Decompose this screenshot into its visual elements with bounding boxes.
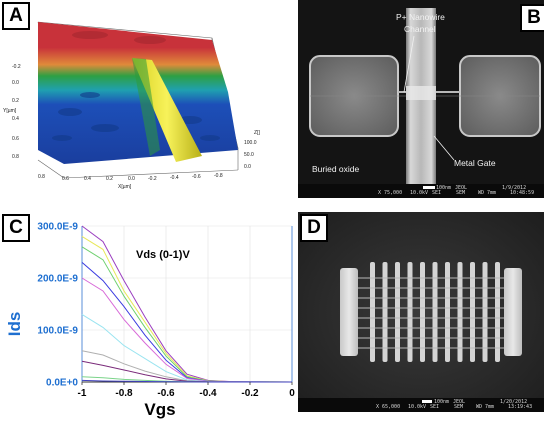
x-tick-label: -0.2: [241, 388, 259, 399]
sem-device-image: P+ Nanowire Channel Buried oxide Metal G…: [298, 0, 544, 198]
sem-vendor: JEOL: [455, 185, 468, 191]
series-line: [81, 262, 292, 383]
chart-annotation: Vds (0-1)V: [136, 249, 190, 261]
panel-a-tag: A: [2, 2, 30, 30]
gate-finger: [470, 262, 475, 362]
afm-y-tick: 0.2: [12, 98, 19, 104]
series-line: [81, 313, 292, 383]
afm-z-tick: 0.0: [244, 164, 251, 170]
panel-c-transfer-chart: C -1 -0.8 -0.6 -0.4 -0.2 0 0.0E+0 100.0E-9 200.0…: [0, 212, 298, 424]
chart-ticks: -1 -0.8 -0.6 -0.4 -0.2 0 0.0E+0 100.0E-9 200.0E-…: [37, 222, 295, 400]
afm-x-tick: 0.0: [128, 176, 135, 182]
gate-finger: [382, 262, 388, 362]
gate-finger: [432, 262, 438, 362]
panel-d-tag: D: [300, 214, 328, 242]
afm-z-axis-label: Z[]: [254, 130, 260, 136]
scale-bar: [422, 400, 432, 403]
sem-time: 13:19:43: [508, 404, 533, 410]
ids-vgs-chart: -1 -0.8 -0.6 -0.4 -0.2 0 0.0E+0 100.0E-9 200.0E-…: [5, 222, 295, 420]
panel-b-sem-device: P+ Nanowire Channel Buried oxide Metal G…: [298, 0, 544, 198]
sem-date: 1/9/2012: [502, 185, 527, 191]
chart-series: [81, 225, 293, 383]
x-tick-label: -0.6: [157, 388, 175, 399]
chart-ylabel: Ids: [5, 312, 24, 337]
y-tick-label: 100.0E-9: [37, 326, 78, 337]
afm-surface: [38, 22, 238, 164]
sem-wire-rows: [358, 277, 504, 349]
sem-mode: SEM: [454, 404, 464, 410]
afm-x-tick: 0.2: [106, 176, 113, 182]
scale-bar: [423, 186, 435, 189]
gate-finger: [482, 262, 488, 362]
afm-x-tick: -0.8: [214, 173, 223, 179]
x-tick-label: -0.8: [115, 388, 133, 399]
afm-y-axis-label: Y[µm]: [3, 108, 17, 114]
sem-right-contact: [504, 268, 522, 356]
panel-b-tag: B: [520, 4, 544, 32]
sem-voltage: 10.0kV: [410, 190, 429, 196]
label-p-nanowire: P+ Nanowire: [396, 12, 445, 22]
afm-x-axis-label: X[µm]: [118, 184, 132, 190]
afm-x-tick: -0.4: [170, 175, 179, 181]
afm-y-tick: 0.8: [12, 154, 19, 160]
afm-x-tick: 0.8: [38, 174, 45, 180]
afm-y-tick: 0.0: [12, 80, 19, 86]
afm-x-tick: 0.6: [62, 176, 69, 182]
afm-x-tick: -0.2: [148, 176, 157, 182]
sem-time: 10:48:59: [510, 190, 535, 196]
afm-surface-plot: 0.0 -0.2 0.2 0.4 0.6 0.8 Y[µm] 0.8 0.6 0…: [3, 21, 260, 190]
panel-c-tag: C: [2, 214, 30, 242]
x-tick-label: -1: [78, 388, 87, 399]
sem-date: 1/20/2012: [500, 399, 528, 405]
sem-wd: WD 7mm: [476, 404, 495, 410]
sem-array-image: [298, 212, 544, 412]
sem-detector: SEI: [432, 190, 442, 196]
sem-footer-b: 100nm JEOL 1/9/2012 X 75,000 10.0kV SEI …: [298, 184, 544, 198]
afm-y-tick: 0.6: [12, 136, 19, 142]
afm-y-tick: -0.2: [12, 64, 21, 70]
sem-wd: WD 7mm: [478, 190, 497, 196]
gate-finger: [457, 262, 463, 362]
gate-finger: [495, 262, 500, 362]
x-tick-label: 0: [289, 388, 295, 399]
panel-d-sem-array: D 100nm JEOL 1/20/2012 X 65,000 10.0kV S…: [298, 212, 544, 412]
panel-a-afm-surface: A: [0, 0, 272, 210]
gate-finger: [370, 262, 375, 362]
gate-finger: [420, 262, 425, 362]
label-channel: Channel: [404, 24, 436, 34]
label-metal-gate: Metal Gate: [454, 158, 496, 168]
x-tick-label: -0.4: [199, 388, 217, 399]
y-tick-label: 300.0E-9: [37, 222, 78, 233]
afm-z-tick: 100.0: [244, 140, 257, 146]
sem-left-contact: [340, 268, 358, 356]
sem-footer-d: 100nm JEOL 1/20/2012 X 65,000 10.0kV SEI…: [298, 398, 544, 412]
y-tick-label: 0.0E+0: [46, 378, 78, 389]
gate-finger: [395, 262, 400, 362]
sem-detector: SEI: [430, 404, 440, 410]
afm-x-tick: 0.4: [84, 176, 91, 182]
sem-voltage: 10.0kV: [408, 404, 427, 410]
sem-gate-fingers: [370, 262, 500, 362]
y-tick-label: 200.0E-9: [37, 274, 78, 285]
series-line: [81, 379, 292, 383]
label-buried-oxide: Buried oxide: [312, 164, 360, 174]
afm-x-tick: -0.6: [192, 174, 201, 180]
afm-y-tick: 0.4: [12, 116, 19, 122]
sem-vendor: JEOL: [453, 399, 466, 405]
scale-label: 100nm: [436, 185, 452, 191]
gate-finger: [407, 262, 413, 362]
sem-mode: SEM: [456, 190, 466, 196]
sem-magnification: X 65,000: [376, 404, 401, 410]
sem-magnification: X 75,000: [378, 190, 403, 196]
afm-z-tick: 50.0: [244, 152, 254, 158]
chart-xlabel: Vgs: [144, 400, 175, 419]
series-line: [81, 246, 293, 383]
scale-label: 100nm: [434, 399, 450, 405]
gate-finger: [445, 262, 450, 362]
